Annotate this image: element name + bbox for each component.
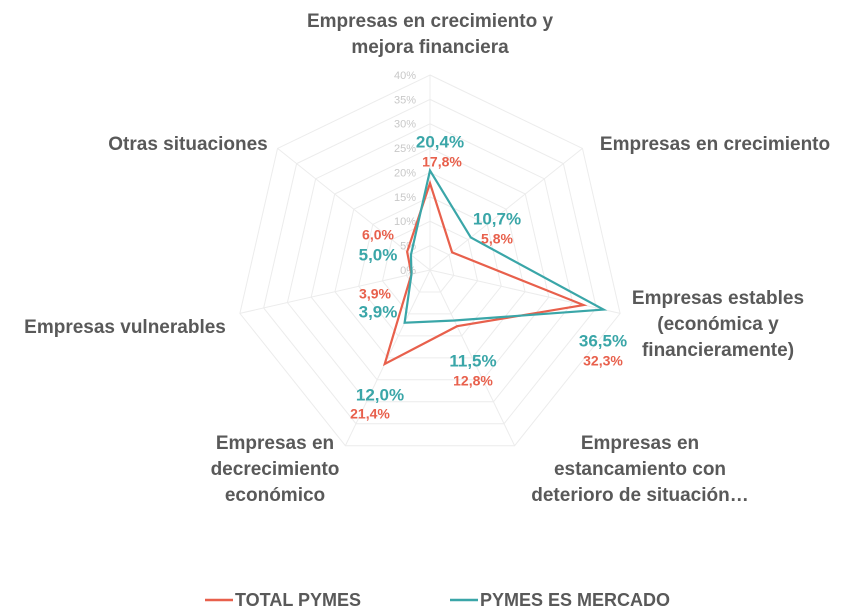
data-label: 3,9% bbox=[359, 286, 391, 302]
y-tick-label: 30% bbox=[394, 119, 416, 131]
y-tick-label: 15% bbox=[394, 192, 416, 204]
category-label: Empresas vulnerables bbox=[24, 317, 226, 338]
data-label: 12,0% bbox=[356, 385, 404, 404]
series-line bbox=[382, 179, 588, 367]
data-label: 36,5% bbox=[579, 331, 627, 350]
data-label: 21,4% bbox=[350, 406, 390, 422]
data-label: 5,8% bbox=[481, 231, 513, 247]
category-label: Otras situaciones bbox=[108, 134, 268, 155]
grid-line bbox=[239, 74, 621, 447]
category-label: Empresas en estancamiento con deterioro … bbox=[531, 433, 749, 506]
data-label: 5,0% bbox=[359, 245, 398, 264]
category-label: Empresas en crecimiento y mejora financi… bbox=[306, 11, 554, 58]
data-label: 6,0% bbox=[362, 227, 394, 243]
spoke bbox=[239, 269, 431, 314]
spoke bbox=[277, 148, 431, 271]
grid-line bbox=[286, 123, 574, 403]
data-label: 20,4% bbox=[416, 132, 464, 151]
grid-line bbox=[310, 147, 550, 381]
legend-label: PYMES ES MERCADO bbox=[480, 590, 670, 610]
y-tick-label: 20% bbox=[394, 167, 416, 179]
series-line bbox=[403, 167, 608, 324]
y-tick-label: 25% bbox=[394, 143, 416, 155]
grid-line bbox=[263, 98, 597, 425]
spoke bbox=[429, 148, 583, 271]
y-tick-label: 0% bbox=[400, 265, 416, 277]
grid-line bbox=[358, 196, 502, 337]
data-label: 32,3% bbox=[583, 353, 623, 369]
data-label: 17,8% bbox=[422, 154, 462, 170]
spoke bbox=[429, 269, 516, 446]
category-label: Empresas estables (económica y financier… bbox=[631, 288, 805, 361]
legend-label: TOTAL PYMES bbox=[235, 590, 361, 610]
y-tick-label: 10% bbox=[394, 216, 416, 228]
data-label: 12,8% bbox=[453, 373, 493, 389]
data-label: 10,7% bbox=[473, 209, 521, 228]
y-tick-label: 40% bbox=[394, 70, 416, 82]
y-tick-label: 35% bbox=[394, 94, 416, 106]
data-label: 3,9% bbox=[359, 302, 398, 321]
category-label: Empresas en decrecimiento económico bbox=[210, 433, 340, 506]
data-label: 11,5% bbox=[449, 351, 496, 370]
category-label: Empresas en crecimiento bbox=[599, 134, 831, 155]
grid-line bbox=[381, 220, 479, 315]
spoke bbox=[429, 269, 621, 314]
grid-line bbox=[334, 171, 526, 359]
